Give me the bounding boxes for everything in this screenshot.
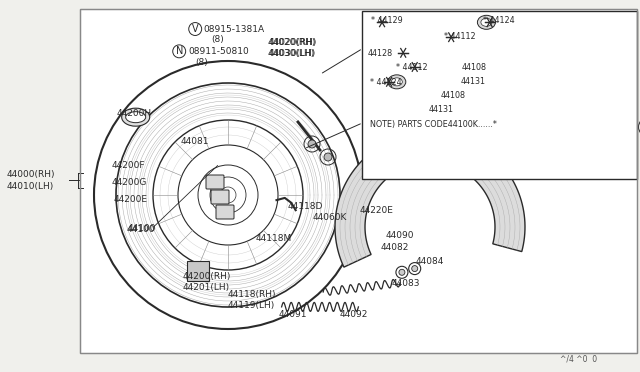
Text: NOTE) PARTS CODE44100K......*: NOTE) PARTS CODE44100K......* <box>370 120 497 129</box>
Text: * 44112: * 44112 <box>396 63 427 72</box>
Text: * 44124: * 44124 <box>370 78 401 87</box>
Text: 44030(LH): 44030(LH) <box>269 49 316 58</box>
Text: ^/4 ^0  0: ^/4 ^0 0 <box>560 355 597 363</box>
Text: 44020(RH): 44020(RH) <box>269 38 317 47</box>
Text: 44060K: 44060K <box>312 213 347 222</box>
Ellipse shape <box>481 18 492 26</box>
Text: * 44129: * 44129 <box>371 16 403 25</box>
Text: 44200(RH): 44200(RH) <box>182 272 231 280</box>
Text: 08911-50810: 08911-50810 <box>189 47 250 56</box>
Text: 44131: 44131 <box>461 77 486 86</box>
FancyBboxPatch shape <box>188 261 209 281</box>
Text: * 44112: * 44112 <box>444 32 475 41</box>
Text: (8): (8) <box>211 35 224 44</box>
Polygon shape <box>362 11 637 179</box>
Text: 08915-1381A: 08915-1381A <box>204 25 265 33</box>
Text: 44000(RH): 44000(RH) <box>6 170 55 179</box>
Text: * 44124: * 44124 <box>483 16 515 25</box>
Circle shape <box>412 266 418 272</box>
Text: 44118(RH): 44118(RH) <box>227 290 276 299</box>
Text: 44118D: 44118D <box>288 202 323 211</box>
Text: 44081: 44081 <box>180 137 209 146</box>
Text: 44092: 44092 <box>339 310 367 319</box>
Circle shape <box>399 269 405 275</box>
Text: 44200H: 44200H <box>116 109 152 118</box>
Text: (8): (8) <box>195 58 208 67</box>
Text: 44090: 44090 <box>385 231 414 240</box>
Text: 44128: 44128 <box>368 49 393 58</box>
Text: 44200F: 44200F <box>112 161 145 170</box>
Circle shape <box>308 140 316 148</box>
Text: 44030(LH): 44030(LH) <box>268 49 315 58</box>
Text: 44083: 44083 <box>392 279 420 288</box>
Text: 44200E: 44200E <box>114 195 148 203</box>
Ellipse shape <box>391 78 403 86</box>
Text: 44131: 44131 <box>429 105 454 114</box>
Text: 44220E: 44220E <box>360 206 394 215</box>
Text: 44108: 44108 <box>462 63 487 72</box>
FancyBboxPatch shape <box>216 205 234 219</box>
Text: 44118M: 44118M <box>256 234 292 243</box>
Ellipse shape <box>477 15 495 29</box>
Text: 44010(LH): 44010(LH) <box>6 182 54 190</box>
Text: 44020(RH): 44020(RH) <box>268 38 316 47</box>
Ellipse shape <box>122 108 150 126</box>
Text: 44201(LH): 44201(LH) <box>182 283 230 292</box>
Text: V: V <box>192 24 198 34</box>
Text: 44200G: 44200G <box>112 178 147 187</box>
Text: 44119(LH): 44119(LH) <box>227 301 275 310</box>
Text: 44108: 44108 <box>440 92 465 100</box>
Text: 44100: 44100 <box>128 224 157 233</box>
Text: 44082: 44082 <box>381 243 409 252</box>
Ellipse shape <box>125 112 146 123</box>
Ellipse shape <box>388 75 406 89</box>
Polygon shape <box>80 9 637 353</box>
FancyBboxPatch shape <box>211 190 229 204</box>
Polygon shape <box>335 132 525 267</box>
Text: 44100: 44100 <box>127 225 156 234</box>
FancyBboxPatch shape <box>206 175 224 189</box>
Text: N: N <box>175 46 183 56</box>
Circle shape <box>324 153 332 161</box>
Text: 44091: 44091 <box>278 310 307 319</box>
Text: 44084: 44084 <box>416 257 444 266</box>
